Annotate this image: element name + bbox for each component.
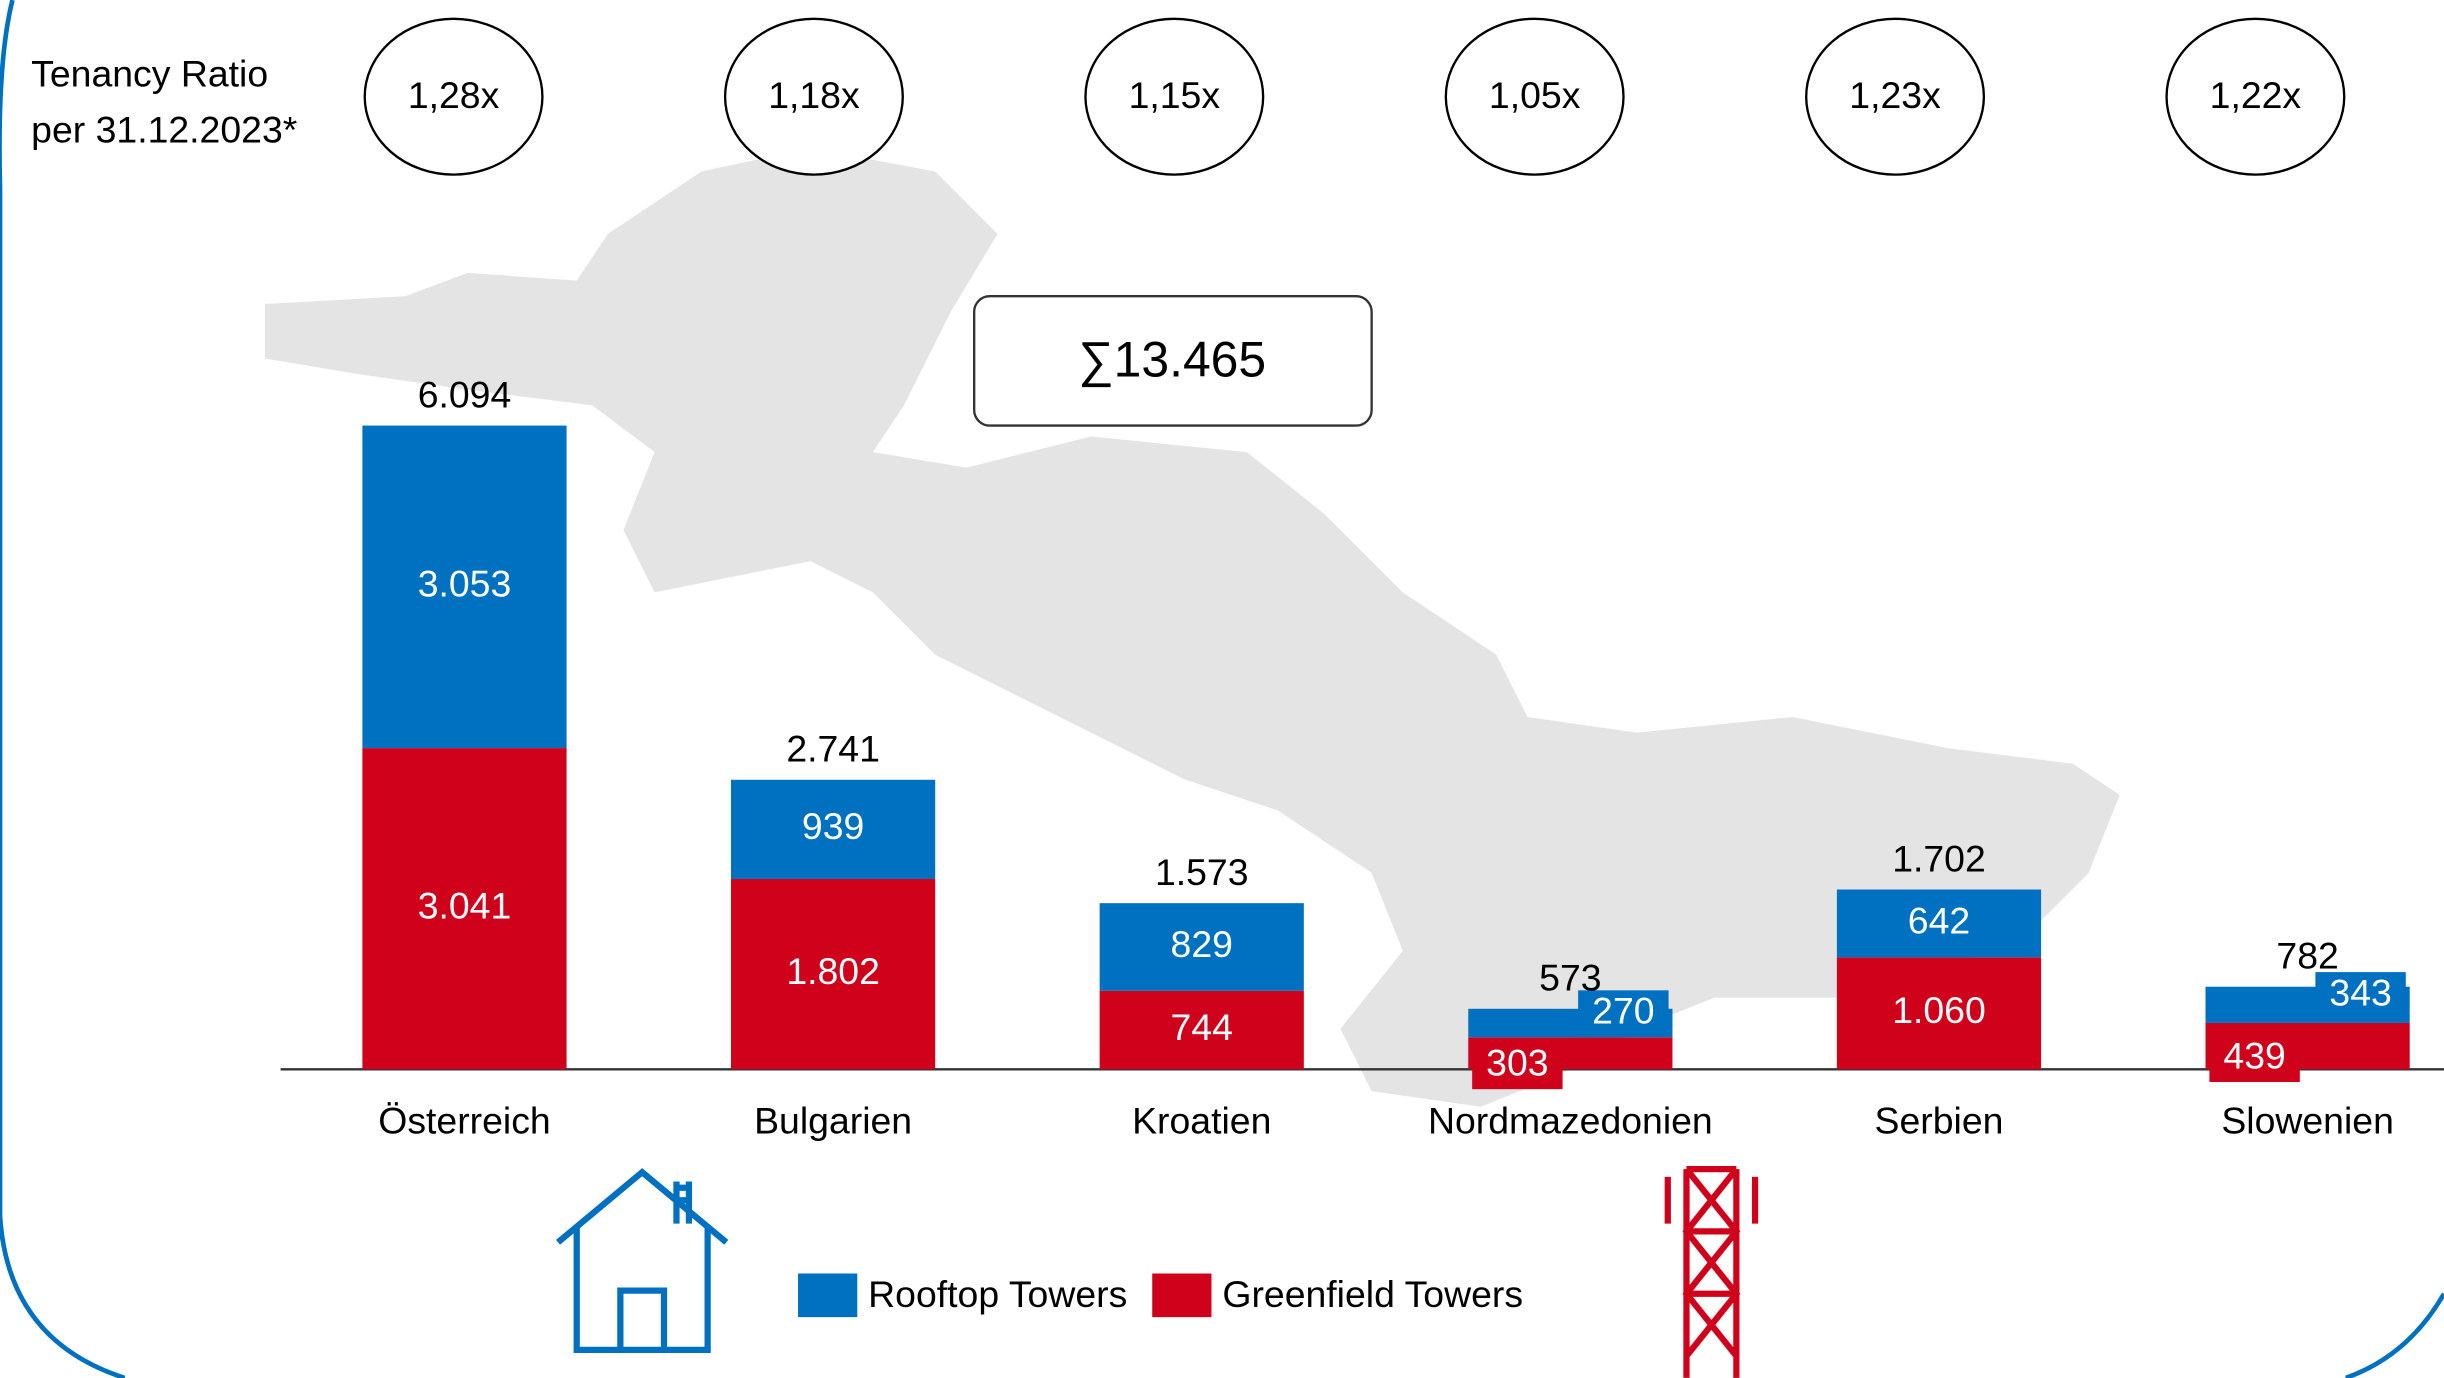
- value-label: 270: [1592, 990, 1654, 1032]
- ratio-label: 1,23x: [1849, 74, 1941, 116]
- legend-label: Greenfield Towers: [1222, 1273, 1523, 1315]
- house-icon: [556, 1168, 729, 1353]
- bar-segment: [731, 779, 936, 879]
- bar-segment: [1099, 990, 1304, 1070]
- total-label: 2.741: [786, 728, 880, 770]
- legend-swatch: [798, 1273, 858, 1318]
- value-label: 939: [802, 805, 864, 847]
- label-box: [2209, 1035, 2300, 1082]
- value-label: 1.060: [1892, 989, 1986, 1031]
- bar-segment: [1836, 889, 2042, 958]
- value-label: 829: [1171, 923, 1233, 965]
- value-label: 744: [1171, 1006, 1233, 1048]
- value-label: 303: [1486, 1042, 1548, 1084]
- total-label: 573: [1539, 957, 1601, 999]
- tower-icon: [1664, 1165, 1759, 1378]
- bar-segment: [1836, 957, 2042, 1070]
- ratio-circle: [1805, 17, 1986, 176]
- label-box: [1472, 1042, 1563, 1090]
- x-tick-label: Kroatien: [1132, 1100, 1271, 1142]
- ratio-label: 1,28x: [408, 74, 500, 116]
- annotation: Tenancy Ratio: [31, 52, 268, 94]
- value-label: 642: [1908, 899, 1970, 941]
- x-tick-label: Nordmazedonien: [1428, 1100, 1713, 1142]
- ratio-label: 1,15x: [1129, 74, 1221, 116]
- total-label: 6.094: [418, 373, 512, 415]
- value-label: 1.802: [786, 950, 880, 992]
- value-label: 3.041: [418, 885, 512, 927]
- value-label: 3.053: [418, 563, 512, 605]
- x-tick-label: Serbien: [1875, 1100, 2004, 1142]
- legend-label: Rooftop Towers: [868, 1273, 1127, 1315]
- ratio-circle: [1084, 17, 1265, 176]
- bar-segment: [362, 425, 567, 749]
- ratio-circle: [723, 17, 904, 176]
- frame: [2345, 1292, 2444, 1378]
- label-box: [1578, 990, 1669, 1038]
- total-label: 1.573: [1155, 851, 1249, 893]
- ratio-circle: [1444, 17, 1625, 176]
- ratio-label: 1,05x: [1489, 74, 1581, 116]
- bar-segment: [731, 878, 936, 1070]
- ratio-circle: [2165, 17, 2346, 176]
- x-tick-label: Bulgarien: [754, 1100, 912, 1142]
- ratio-circle: [363, 17, 544, 176]
- bar-segment: [1099, 903, 1304, 991]
- ratio-label: 1,22x: [2210, 74, 2302, 116]
- x-tick-label: Österreich: [378, 1100, 550, 1142]
- map-background: [264, 148, 2120, 1107]
- legend-swatch: [1152, 1273, 1212, 1318]
- bar-segment: [362, 748, 567, 1070]
- sum-label: ∑13.465: [1078, 331, 1266, 387]
- frame: [0, 0, 126, 1378]
- value-label: 343: [2329, 971, 2391, 1013]
- total-label: 782: [2276, 935, 2338, 977]
- ratio-label: 1,18x: [768, 74, 860, 116]
- value-label: 439: [2223, 1034, 2285, 1076]
- sum-box: [973, 295, 1373, 427]
- total-label: 1.702: [1892, 837, 1986, 879]
- x-tick-label: Slowenien: [2221, 1100, 2394, 1142]
- label-box: [2315, 972, 2406, 1019]
- annotation: per 31.12.2023*: [31, 108, 297, 150]
